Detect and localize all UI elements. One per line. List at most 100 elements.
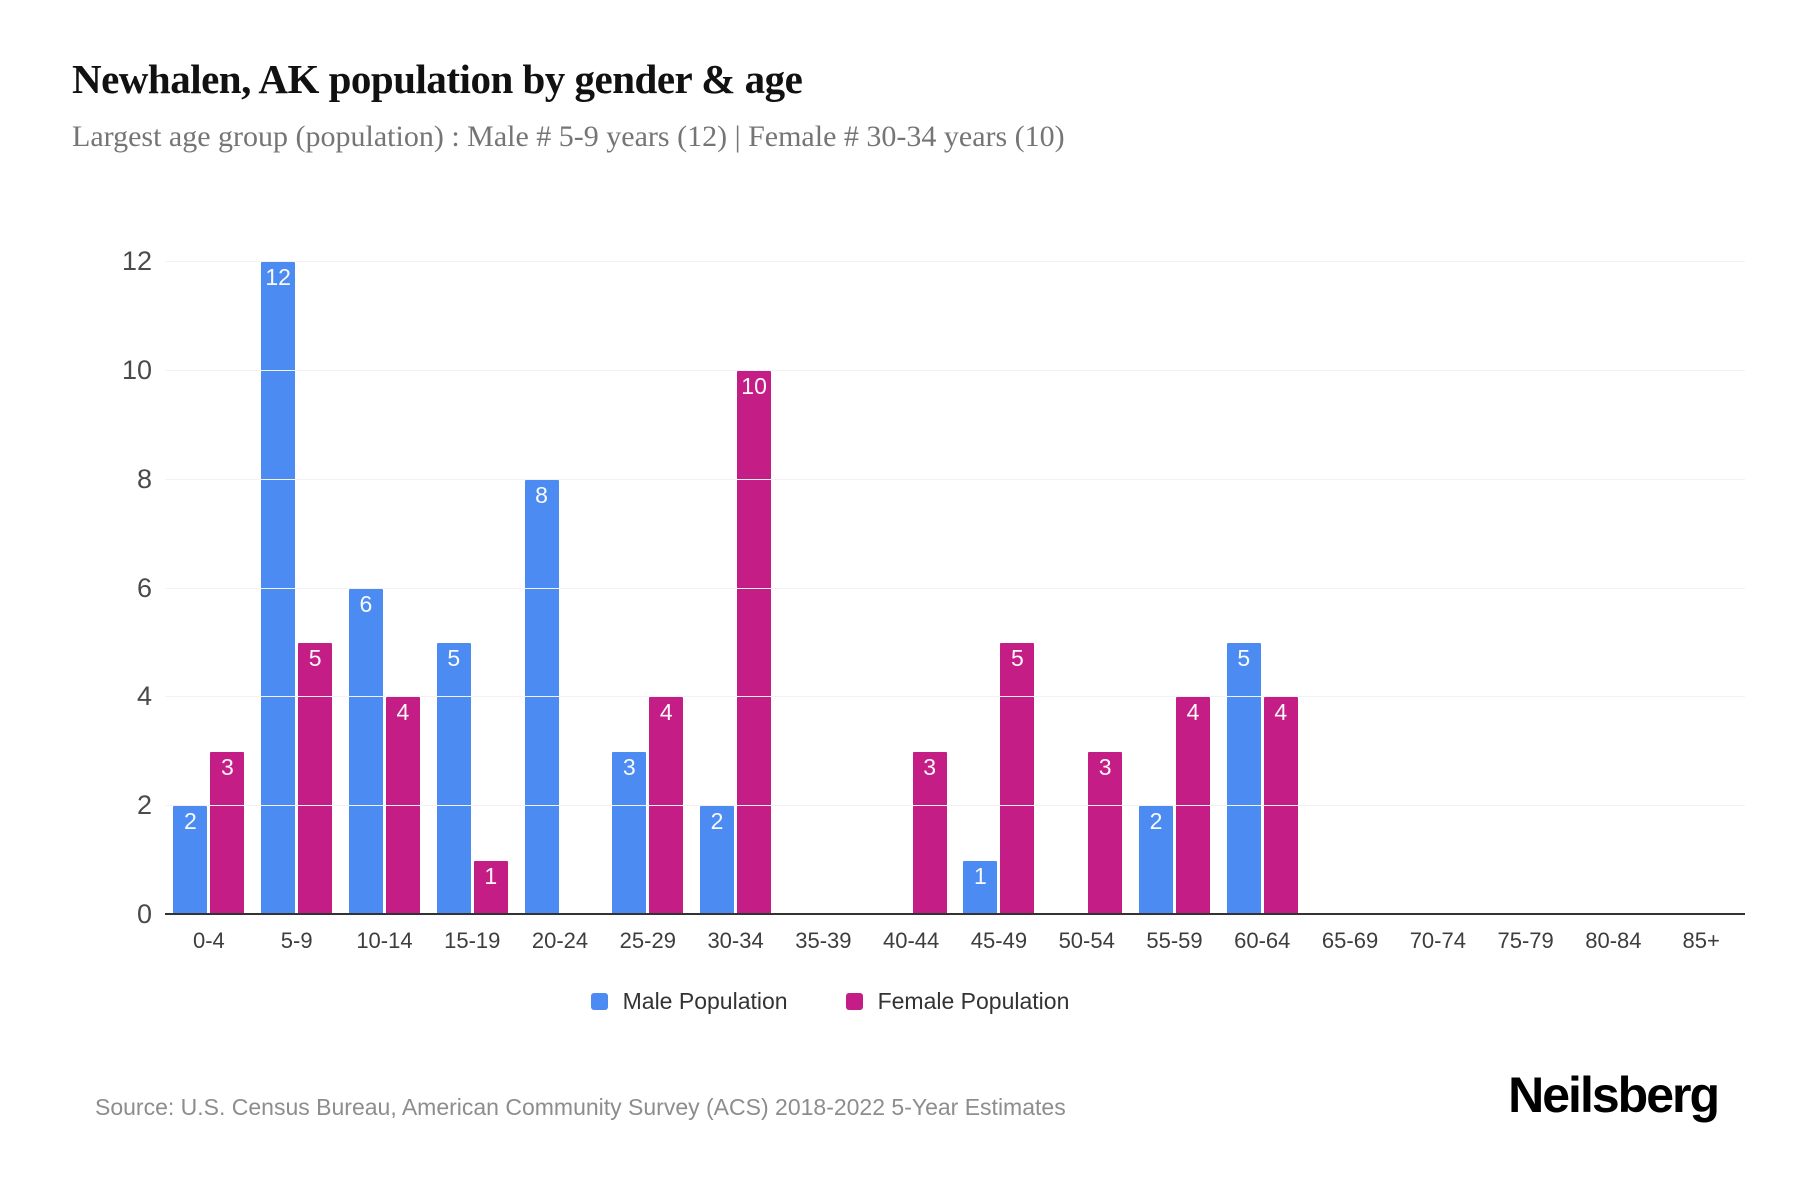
female-population-bar[interactable]: 4	[1263, 697, 1298, 915]
male-population-bar[interactable]: 5	[1226, 642, 1261, 915]
bar-slot: 4	[1175, 262, 1210, 915]
x-tick-label: 65-69	[1321, 928, 1379, 953]
bar-slot: 3	[912, 262, 947, 915]
bar-slot: 4	[385, 262, 420, 915]
x-tick-label: 55-59	[1146, 928, 1203, 953]
bar-value-label: 3	[622, 753, 636, 780]
male-population-bar[interactable]: 6	[348, 588, 383, 915]
y-axis-labels: 0 2 4 6 8 10 12	[60, 248, 152, 928]
male-population-bar[interactable]: 2	[1138, 806, 1173, 915]
y-tick-label: 0	[136, 899, 152, 929]
bar-slot: 5	[436, 262, 471, 915]
bar-value-label: 10	[741, 372, 767, 399]
bar-value-label: 4	[1186, 699, 1200, 726]
bar-group: 12 5	[253, 262, 341, 915]
bar-slot	[1578, 262, 1612, 915]
bar-slot	[876, 262, 910, 915]
bar-slot: 8	[524, 262, 559, 915]
bar-group: 3	[1043, 262, 1131, 915]
female-population-bar[interactable]: 3	[1088, 751, 1123, 915]
legend-item-female-population[interactable]: Female Population	[845, 988, 1070, 1015]
x-tick-label: 35-39	[795, 928, 852, 953]
female-population-bar[interactable]: 10	[737, 370, 772, 915]
bar-value-label: 2	[710, 808, 724, 835]
bar-slot	[1666, 262, 1700, 915]
x-tick-label: 70-74	[1409, 928, 1466, 953]
x-tick-label: 45-49	[970, 928, 1028, 953]
x-tick-label: 5-9	[280, 928, 313, 953]
x-tick-label: 85+	[1682, 928, 1720, 953]
male-population-bar[interactable]: 5	[436, 642, 471, 915]
bar-slot: 5	[1226, 262, 1261, 915]
bar-slot: 4	[649, 262, 684, 915]
gridline	[165, 696, 1745, 698]
y-tick-label: 12	[121, 246, 152, 276]
bar-group	[779, 262, 867, 915]
x-tick-label: 40-44	[883, 928, 940, 953]
bar-slot	[1051, 262, 1085, 915]
legend-swatch-icon	[590, 993, 608, 1010]
legend-label: Male Population	[622, 988, 788, 1014]
legend-swatch-icon	[845, 993, 863, 1010]
x-tick-label: 75-79	[1497, 928, 1554, 953]
female-population-bar[interactable]: 1	[473, 860, 508, 915]
bar-value-label: 5	[447, 644, 461, 671]
bar-group	[1482, 262, 1570, 915]
female-population-bar[interactable]: 3	[912, 751, 947, 915]
bar-slot	[788, 262, 822, 915]
x-tick-label: 30-34	[707, 928, 764, 953]
female-population-bar[interactable]: 3	[210, 751, 245, 915]
bar-group: 8	[516, 262, 604, 915]
bar-value-label: 1	[484, 862, 498, 889]
gridline	[165, 369, 1745, 371]
bar-slot	[1703, 262, 1737, 915]
x-tick-label: 15-19	[444, 928, 501, 953]
bar-slot	[825, 262, 859, 915]
bar-slot	[1352, 262, 1386, 915]
bar-slot	[562, 262, 596, 915]
female-population-bar[interactable]: 5	[298, 642, 333, 915]
bar-slot: 3	[612, 262, 647, 915]
gridline	[165, 805, 1745, 807]
bar-slot: 1	[473, 262, 508, 915]
bar-value-label: 2	[1149, 808, 1163, 835]
source-text: Source: U.S. Census Bureau, American Com…	[95, 1094, 1066, 1120]
bar-group	[1657, 262, 1745, 915]
x-tick-label: 0-4	[192, 928, 225, 953]
legend-label: Female Population	[877, 988, 1070, 1014]
bar-group	[1394, 262, 1482, 915]
female-population-bar[interactable]: 4	[649, 697, 684, 915]
bar-slot: 5	[1000, 262, 1035, 915]
female-population-bar[interactable]: 4	[385, 697, 420, 915]
page-title: Newhalen, AK population by gender & age	[72, 56, 803, 102]
male-population-bar[interactable]: 3	[612, 751, 647, 915]
bar-value-label: 8	[535, 481, 548, 508]
male-population-bar[interactable]: 1	[963, 860, 998, 915]
bar-slot: 4	[1263, 262, 1298, 915]
bar-group: 2 10	[692, 262, 780, 915]
y-tick-label: 10	[121, 354, 152, 385]
bar-group	[1570, 262, 1658, 915]
bar-value-label: 4	[1274, 699, 1288, 726]
male-population-bar[interactable]: 12	[261, 262, 296, 915]
x-axis-line	[165, 913, 1745, 915]
bar-slot: 6	[348, 262, 383, 915]
bar-slot: 3	[1088, 262, 1123, 915]
male-population-bar[interactable]: 2	[700, 806, 735, 915]
bar-value-label: 12	[265, 264, 291, 290]
male-population-bar[interactable]: 2	[173, 806, 208, 915]
gridline	[165, 261, 1745, 262]
legend-item-male-population[interactable]: Male Population	[590, 988, 788, 1015]
bar-slot: 12	[261, 262, 296, 915]
bar-slot: 5	[298, 262, 333, 915]
female-population-bar[interactable]: 5	[1000, 642, 1035, 915]
x-tick-label: 60-64	[1234, 928, 1291, 953]
x-axis-labels: 0-4 5-9 10-14 15-19 20-24 25-29 30-34 35-39 40-4…	[165, 928, 1745, 954]
bar-slot: 1	[963, 262, 998, 915]
female-population-bar[interactable]: 4	[1175, 697, 1210, 915]
bar-value-label: 2	[183, 808, 197, 835]
